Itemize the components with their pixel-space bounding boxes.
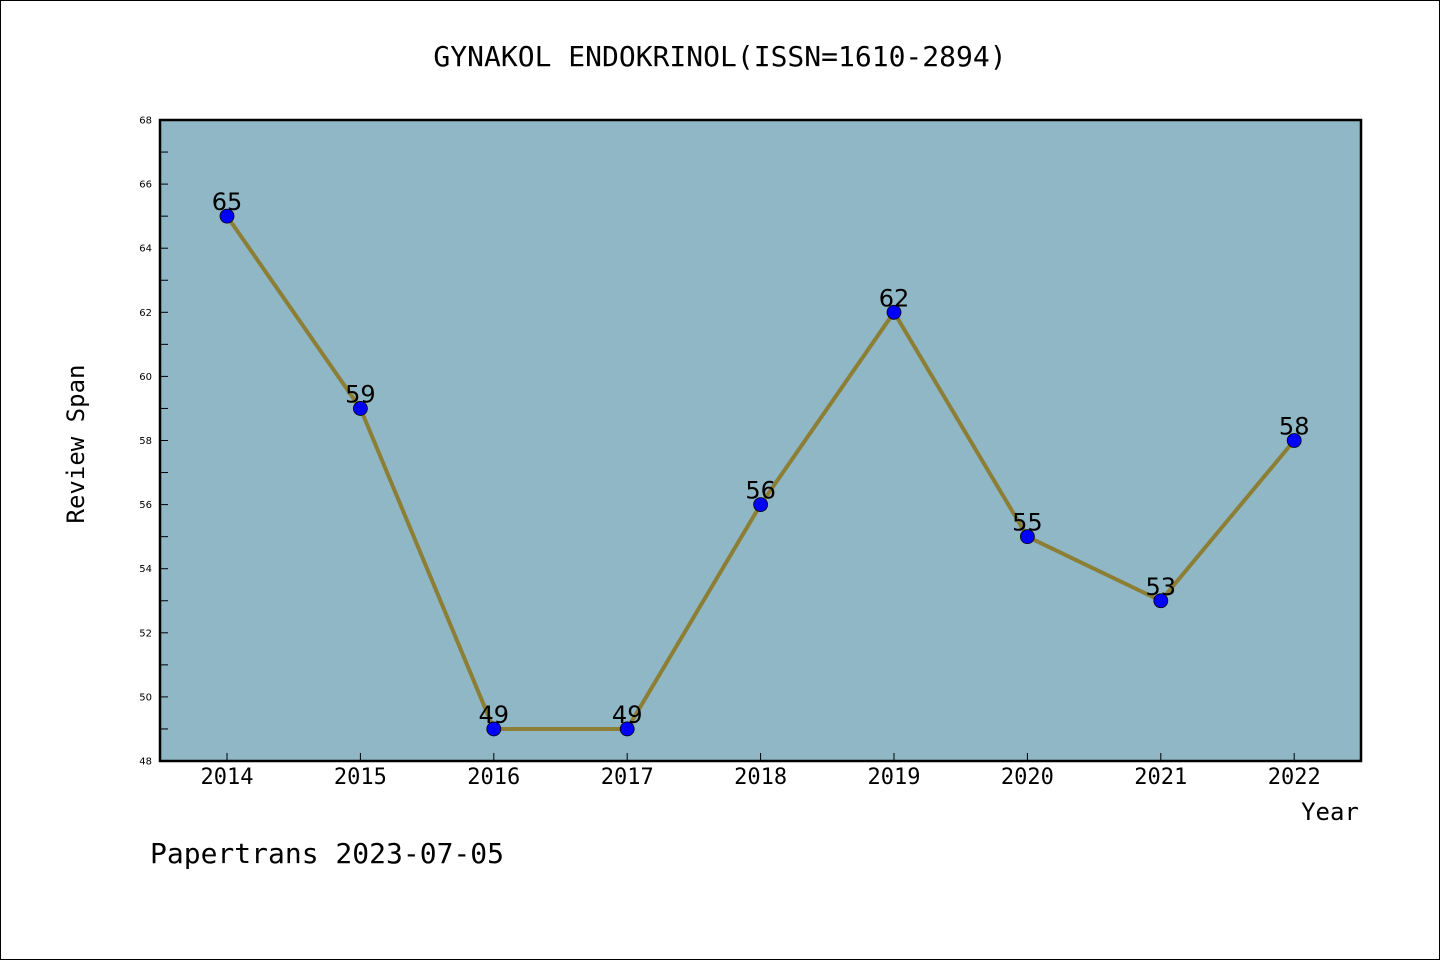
data-label: 49 [612,701,643,729]
data-labels: 65 59 49 49 56 62 55 53 58 [212,188,1310,729]
x-tick-label: 2017 [601,765,654,790]
y-axis-label: Review Span [62,365,90,524]
data-point [486,721,502,737]
y-tick-label: 50 [139,692,152,703]
data-point [886,304,902,320]
x-tick-label: 2014 [201,765,254,790]
x-tick-label: 2015 [334,765,387,790]
y-tick-label: 68 [139,116,152,127]
y-tick-label: 58 [139,436,152,447]
y-axis: 48 50 52 54 56 58 60 62 64 66 68 [139,116,168,768]
data-label: 65 [212,188,243,216]
plot-area [158,118,1363,763]
data-point [1020,529,1035,545]
x-tick-label: 2018 [734,765,787,790]
x-tick-label: 2022 [1268,765,1321,790]
footer-text: Papertrans 2023-07-05 [150,837,504,870]
data-label: 55 [1012,509,1043,537]
data-point [352,401,368,416]
x-tick-label: 2020 [1001,765,1054,790]
data-point [753,497,768,513]
x-axis: 2014 2015 2016 2017 2018 2019 2020 2021 2022 [201,753,1321,790]
data-point [1286,433,1302,448]
data-label: 49 [479,701,510,729]
x-tick-label: 2021 [1134,765,1187,790]
data-point [219,208,235,224]
data-point [619,721,635,737]
data-label: 53 [1146,573,1177,601]
data-label: 62 [879,284,910,312]
y-tick-label: 48 [139,757,152,768]
x-axis-label: Year [1301,798,1359,826]
x-tick-label: 2019 [868,765,921,790]
x-tick-label: 2016 [467,765,520,790]
y-tick-label: 64 [139,244,152,255]
y-tick-label: 52 [139,628,152,639]
y-tick-label: 62 [139,308,152,319]
data-label: 59 [345,380,376,408]
y-tick-label: 60 [139,372,152,383]
chart-title: GYNAKOL ENDOKRINOL(ISSN=1610-2894) [433,40,1006,73]
y-tick-label: 54 [139,564,152,575]
data-points [219,208,1302,737]
y-tick-label: 56 [139,500,152,511]
data-label: 58 [1279,413,1310,441]
data-label: 56 [745,477,776,505]
data-point [1153,593,1169,609]
y-tick-label: 66 [139,180,152,191]
